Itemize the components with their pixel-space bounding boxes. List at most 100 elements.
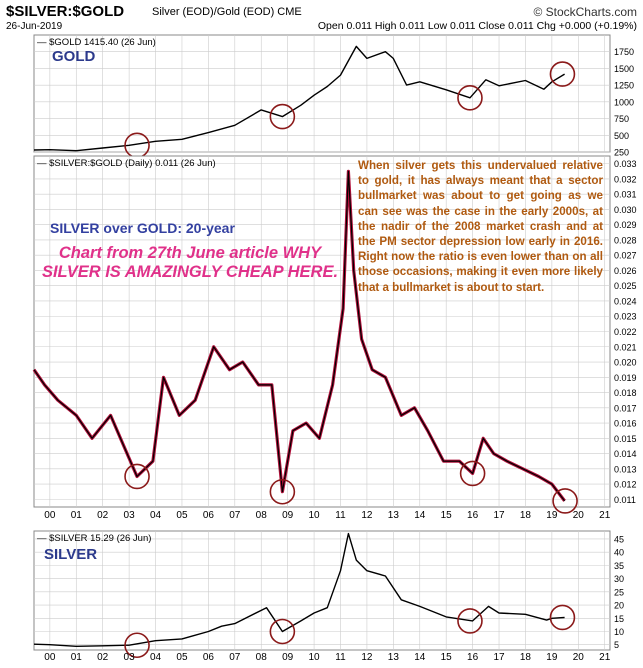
silver-y-tick-label: 35 [614,561,624,571]
ratio-y-tick-label: 0.019 [614,373,637,383]
ratio-y-tick-label: 0.021 [614,342,637,352]
ratio-y-tick-label: 0.023 [614,312,637,322]
ratio-x-tick-label: 00 [44,510,56,521]
silver-x-tick-label: 02 [97,652,109,663]
ratio-y-tick-label: 0.030 [614,205,637,215]
gold-panel-frame [33,34,611,153]
gold-highlight-circle [269,103,296,130]
silver-y-tick-label: 20 [614,601,624,611]
ratio-highlight-circle [552,488,578,514]
silver-y-tick-label: 45 [614,534,624,544]
silver-x-tick-label: 19 [546,652,558,663]
silver-x-tick-label: 06 [203,652,215,663]
ratio-y-tick-label: 0.018 [614,388,637,398]
silver-x-tick-label: 01 [71,652,83,663]
gold-y-tick-label: 1250 [614,81,634,91]
ratio-x-tick-label: 15 [441,510,453,521]
ratio-x-tick-label: 02 [97,510,109,521]
ratio-x-tick-label: 06 [203,510,215,521]
ratio-y-tick-label: 0.014 [614,449,637,459]
ratio-y-tick-label: 0.028 [614,235,637,245]
silver-x-tick-label: 21 [599,652,611,663]
ratio-x-tick-label: 12 [361,510,373,521]
gold-y-tick-label: 750 [614,114,629,124]
silver-x-tick-label: 18 [520,652,532,663]
ratio-y-tick-label: 0.033 [614,159,637,169]
silver-x-tick-label: 09 [282,652,294,663]
silver-x-tick-label: 04 [150,652,162,663]
ratio-highlight-circle [269,478,296,505]
ratio-y-tick-label: 0.029 [614,220,637,230]
ratio-x-tick-label: 05 [176,510,188,521]
chart-title: $SILVER:$GOLD [6,3,125,20]
silver-x-tick-label: 08 [256,652,268,663]
ratio-x-tick-label: 03 [124,510,136,521]
annotation-text: When silver gets this undervalued relati… [358,159,603,294]
ratio-y-tick-label: 0.012 [614,480,637,490]
silver-x-tick-label: 16 [467,652,479,663]
silver-x-tick-label: 00 [44,652,56,663]
gold-y-tick-label: 250 [614,148,629,158]
ratio-panel-label: SILVER over GOLD: 20-year [50,220,235,236]
ratio-x-tick-label: 20 [573,510,585,521]
chart-header: $SILVER:$GOLD Silver (EOD)/Gold (EOD) CM… [4,2,639,32]
silver-y-tick-label: 10 [614,627,624,637]
ratio-x-tick-label: 14 [414,510,426,521]
silver-highlight-circle [124,632,150,659]
silver-y-tick-label: 30 [614,574,624,584]
ratio-y-tick-label: 0.016 [614,419,637,429]
ratio-x-tick-label: 04 [150,510,162,521]
silver-x-tick-label: 15 [441,652,453,663]
gold-y-tick-label: 1750 [614,47,634,57]
silver-x-tick-label: 05 [176,652,188,663]
silver-x-tick-label: 07 [229,652,241,663]
silver-x-tick-label: 10 [309,652,321,663]
ratio-y-tick-label: 0.017 [614,403,637,413]
ratio-y-tick-label: 0.024 [614,296,637,306]
silver-x-tick-label: 11 [335,652,346,663]
silver-y-tick-label: 25 [614,587,624,597]
silver-x-tick-label: 17 [493,652,505,663]
silver-panel-label: SILVER [44,546,98,563]
ratio-x-tick-label: 10 [309,510,321,521]
ratio-x-tick-label: 21 [599,510,611,521]
ratio-x-tick-label: 08 [256,510,268,521]
brand-watermark: © StockCharts.com [533,5,637,19]
silver-series-line [33,532,565,647]
ratio-legend: — $SILVER:$GOLD (Daily) 0.011 (26 Jun) [37,158,216,169]
silver-highlight-circle [269,618,296,645]
ratio-y-tick-label: 0.011 [614,495,636,505]
ratio-y-tick-label: 0.025 [614,281,637,291]
silver-x-tick-label: 20 [573,652,585,663]
silver-highlight-circle [549,604,576,631]
ratio-y-tick-label: 0.022 [614,327,637,337]
ohlc-readout: Open 0.011 High 0.011 Low 0.011 Close 0.… [317,20,637,32]
ratio-x-tick-label: 16 [467,510,479,521]
ratio-x-tick-label: 18 [520,510,532,521]
ratio-x-tick-label: 19 [546,510,558,521]
silver-y-tick-label: 40 [614,548,624,558]
ratio-x-tick-label: 17 [493,510,505,521]
gold-y-tick-label: 1500 [614,64,634,74]
article-note: Chart from 27th June article WHY SILVER … [41,244,339,281]
ratio-highlight-circle [124,463,150,490]
ratio-y-tick-label: 0.026 [614,266,637,276]
chart-date: 26-Jun-2019 [6,21,63,32]
ratio-y-tick-label: 0.020 [614,358,637,368]
gold-y-tick-label: 500 [614,131,629,141]
silver-x-tick-label: 14 [414,652,426,663]
ratio-y-tick-label: 0.013 [614,464,637,474]
silver-x-tick-label: 03 [124,652,136,663]
gold-highlight-circle [457,85,483,111]
silver-legend: — $SILVER 15.29 (26 Jun) [37,533,151,544]
gold-series-line [33,45,565,152]
silver-x-tick-label: 12 [361,652,373,663]
ratio-y-tick-label: 0.027 [614,251,637,261]
silver-y-tick-label: 5 [614,640,619,650]
silver-highlight-circle [457,608,483,634]
ratio-x-tick-label: 11 [335,510,346,521]
ratio-y-tick-label: 0.015 [614,434,637,444]
ratio-x-tick-label: 01 [71,510,83,521]
ratio-y-tick-label: 0.031 [614,190,637,200]
